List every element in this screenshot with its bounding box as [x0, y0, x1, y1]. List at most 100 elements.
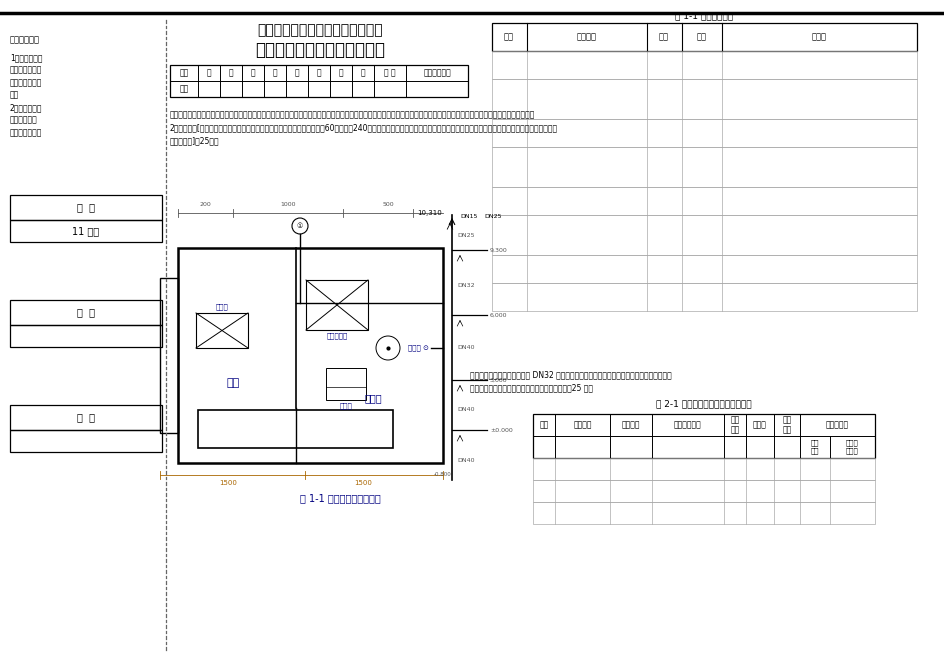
Text: 2、凡姓名、学: 2、凡姓名、学 — [10, 103, 42, 112]
Text: 试规则，专心致: 试规则，专心致 — [10, 66, 42, 75]
Text: 10,310: 10,310 — [416, 210, 441, 216]
Text: 项目特征描述: 项目特征描述 — [673, 421, 701, 430]
Text: 11 造价: 11 造价 — [73, 226, 99, 236]
Text: 评卷老师签名: 评卷老师签名 — [423, 69, 450, 77]
Bar — [10, 405, 161, 430]
Text: 厨房: 厨房 — [227, 378, 240, 388]
Bar — [195, 313, 247, 348]
Text: 题号: 题号 — [179, 69, 189, 77]
Text: 一、已知某在宅楼厨房和卫生间给水平面图及给水系统图，按照《全国统一安装工程预算定额》计量规则及图示尺寸（单位：㎜），试列项计算工程量（要求列出计算式，结果保留: 一、已知某在宅楼厨房和卫生间给水平面图及给水系统图，按照《全国统一安装工程预算定… — [170, 110, 535, 119]
Text: 项目名称: 项目名称 — [621, 421, 640, 430]
Text: 计算式: 计算式 — [811, 33, 826, 41]
Text: 图 1-1 给水平面图、系统图: 图 1-1 给水平面图、系统图 — [299, 493, 380, 503]
Bar — [491, 51, 916, 79]
Text: 综合
单价: 综合 单价 — [782, 415, 791, 435]
Text: 志，发挥最佳水: 志，发挥最佳水 — [10, 78, 42, 87]
Text: 五: 五 — [295, 69, 299, 77]
Bar — [10, 195, 161, 220]
Text: DN40: DN40 — [457, 457, 474, 462]
Text: 国统一安装工程预算定额》，主材单价自定。）（25 分）: 国统一安装工程预算定额》，主材单价自定。）（25 分） — [469, 383, 593, 392]
Text: 全国工程造价职业技能考试预赛卷: 全国工程造价职业技能考试预赛卷 — [257, 23, 382, 37]
Text: 二、试列出第二题中镀锌钢管 DN32 的工程量清单并进行综合单价分析。（所用定额采用《全: 二、试列出第二题中镀锌钢管 DN32 的工程量清单并进行综合单价分析。（所用定额… — [469, 370, 671, 379]
Text: 洗涤盆: 洗涤盆 — [215, 304, 228, 310]
Text: 七: 七 — [338, 69, 343, 77]
Text: DN25: DN25 — [457, 233, 474, 238]
Bar — [198, 410, 393, 448]
Text: 学  号: 学 号 — [76, 413, 95, 422]
Text: 班  级: 班 级 — [76, 202, 95, 212]
Text: 1500: 1500 — [219, 480, 237, 486]
Bar — [532, 480, 874, 502]
Text: 平；: 平； — [10, 90, 19, 100]
Text: 四: 四 — [273, 69, 277, 77]
Bar — [10, 325, 161, 347]
Text: 工程量: 工程量 — [752, 421, 767, 430]
Text: 六: 六 — [316, 69, 321, 77]
Bar — [306, 280, 367, 330]
Text: 9,300: 9,300 — [490, 248, 507, 252]
Text: 2位小数）。[注：给水管道采用镀锌钢管，设定管道中心距墙的安装距离为60㎜，墙厚240㎜（含抹灰层）。管道穿墙及楼板设一般刷套管，地下管道刷红丹防锈漆两道，地上: 2位小数）。[注：给水管道采用镀锌钢管，设定管道中心距墙的安装距离为60㎜，墙厚… — [170, 123, 558, 132]
Text: 1、请您遵守考: 1、请您遵守考 — [10, 53, 42, 62]
Text: -0.800: -0.800 — [433, 472, 451, 477]
Bar — [491, 79, 916, 119]
Text: 八: 八 — [361, 69, 365, 77]
Text: ①: ① — [296, 223, 303, 229]
Text: 单位: 单位 — [658, 33, 668, 41]
Bar — [10, 300, 161, 325]
Text: 淋浴器 ⊙: 淋浴器 ⊙ — [408, 345, 429, 351]
Bar — [491, 283, 916, 311]
Text: 表 2-1 分部分项工程量清单与计价表: 表 2-1 分部分项工程量清单与计价表 — [655, 400, 751, 409]
Bar — [170, 65, 467, 97]
Bar — [491, 119, 916, 147]
Bar — [491, 187, 916, 215]
Bar — [491, 23, 916, 51]
Text: 200: 200 — [199, 202, 211, 208]
Bar — [10, 430, 161, 452]
Text: 得分: 得分 — [179, 84, 189, 94]
Text: 二: 二 — [228, 69, 233, 77]
Text: 1000: 1000 — [280, 202, 295, 208]
Text: 项目编码: 项目编码 — [573, 421, 591, 430]
Bar — [10, 220, 161, 242]
Text: 一: 一 — [207, 69, 211, 77]
Text: 《安装工程计量与计价》试卷: 《安装工程计量与计价》试卷 — [255, 41, 384, 59]
Text: ±0.000: ±0.000 — [490, 428, 513, 432]
Text: 综合
单价: 综合 单价 — [810, 440, 818, 454]
Text: 项目名称: 项目名称 — [576, 33, 596, 41]
Text: DN40: DN40 — [457, 407, 474, 412]
Text: 蹲式大便器: 蹲式大便器 — [326, 333, 347, 339]
Text: DN40: DN40 — [457, 345, 474, 350]
Text: 姓  名: 姓 名 — [76, 307, 95, 318]
Bar — [532, 458, 874, 480]
Text: 数量: 数量 — [696, 33, 706, 41]
Bar — [491, 255, 916, 283]
Text: DN25: DN25 — [483, 214, 501, 219]
Text: 计量
单位: 计量 单位 — [730, 415, 739, 435]
Bar — [177, 248, 443, 463]
Text: 1500: 1500 — [354, 480, 372, 486]
Bar — [326, 368, 365, 400]
Text: 表 1-1 工程量计算表: 表 1-1 工程量计算表 — [674, 12, 733, 20]
Text: 其中：
暂估价: 其中： 暂估价 — [845, 440, 858, 454]
Text: 500: 500 — [381, 202, 394, 208]
Text: 3,000: 3,000 — [490, 377, 507, 383]
Bar — [491, 215, 916, 255]
Text: 粉漆两道。]（25分）: 粉漆两道。]（25分） — [170, 136, 219, 145]
Bar — [491, 147, 916, 187]
Text: 6,000: 6,000 — [490, 312, 507, 318]
Text: 序号: 序号 — [539, 421, 548, 430]
Bar — [532, 414, 874, 458]
Text: 金额（元）: 金额（元） — [825, 421, 848, 430]
Text: 三: 三 — [250, 69, 255, 77]
Text: 号写在线订线: 号写在线订线 — [10, 115, 38, 124]
Bar — [160, 278, 177, 433]
Text: 一考生须知：: 一考生须知： — [10, 35, 40, 44]
Text: 序号: 序号 — [503, 33, 514, 41]
Text: 卫生间: 卫生间 — [363, 393, 381, 403]
Text: DN32: DN32 — [457, 283, 474, 288]
Text: DN15: DN15 — [460, 214, 477, 219]
Bar — [532, 502, 874, 524]
Text: 洗脸盆: 洗脸盆 — [339, 403, 352, 409]
Text: 外的试卷作废，: 外的试卷作废， — [10, 128, 42, 137]
Text: 总 分: 总 分 — [384, 69, 396, 77]
